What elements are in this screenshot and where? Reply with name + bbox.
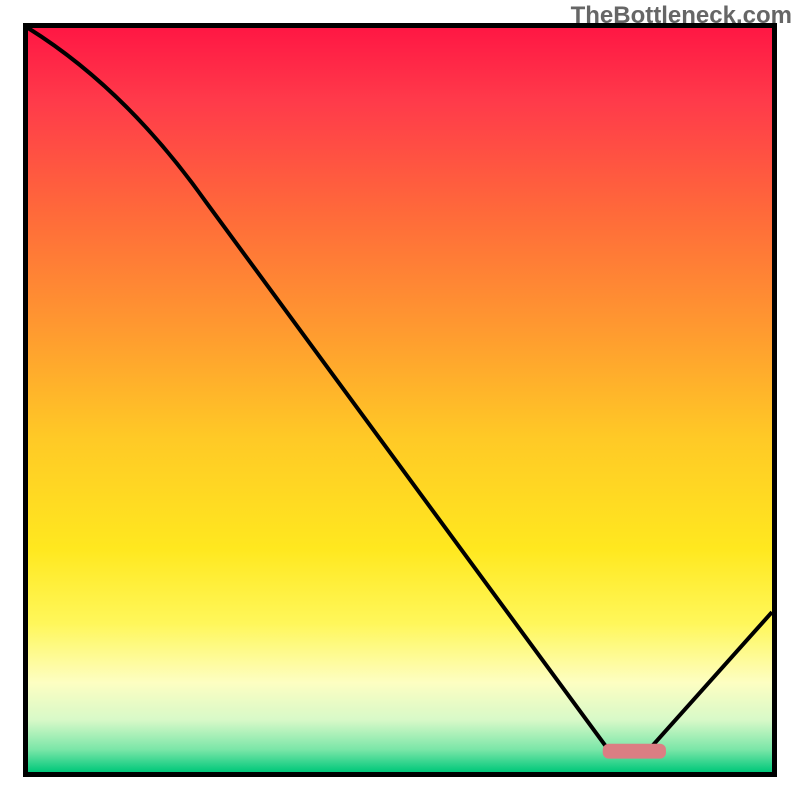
optimal-marker: [603, 744, 666, 759]
gradient-background: [28, 28, 772, 772]
bottleneck-chart: [0, 0, 800, 800]
watermark-text: TheBottleneck.com: [571, 2, 792, 30]
